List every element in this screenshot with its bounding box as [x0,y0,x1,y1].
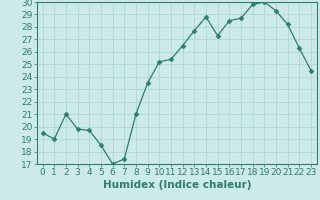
X-axis label: Humidex (Indice chaleur): Humidex (Indice chaleur) [102,180,251,190]
